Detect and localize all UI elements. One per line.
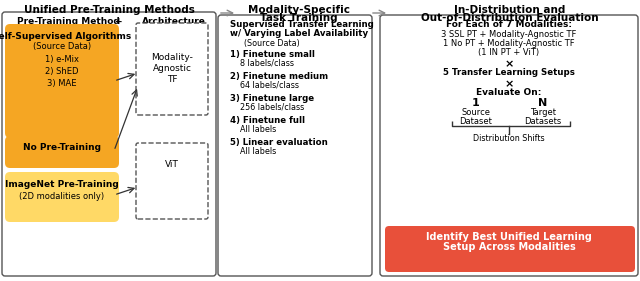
Text: 1: 1 bbox=[472, 98, 480, 108]
Text: Unified Pre-Training Methods: Unified Pre-Training Methods bbox=[24, 5, 195, 15]
Text: Architecture: Architecture bbox=[142, 17, 206, 26]
Text: ViT: ViT bbox=[165, 160, 179, 169]
Text: Distribution Shifts: Distribution Shifts bbox=[473, 134, 545, 143]
Text: 3) Finetune large: 3) Finetune large bbox=[230, 94, 314, 103]
Text: Agnostic: Agnostic bbox=[152, 64, 191, 73]
Text: +: + bbox=[115, 17, 123, 26]
FancyBboxPatch shape bbox=[5, 24, 119, 138]
Text: In-Distribution and: In-Distribution and bbox=[454, 5, 566, 15]
Text: 1 No PT + Modality-Agnostic TF: 1 No PT + Modality-Agnostic TF bbox=[443, 39, 575, 48]
Text: No Pre-Training: No Pre-Training bbox=[23, 143, 101, 152]
Text: For Each of 7 Modalities:: For Each of 7 Modalities: bbox=[446, 20, 572, 29]
Text: ImageNet Pre-Training: ImageNet Pre-Training bbox=[5, 180, 119, 189]
Text: 8 labels/class: 8 labels/class bbox=[240, 59, 294, 68]
Text: 3) MAE: 3) MAE bbox=[47, 79, 77, 88]
Text: All labels: All labels bbox=[240, 125, 276, 134]
Text: Target: Target bbox=[530, 108, 556, 117]
FancyBboxPatch shape bbox=[136, 143, 208, 219]
Text: Modality-: Modality- bbox=[151, 53, 193, 62]
Text: ×: × bbox=[504, 79, 514, 89]
Text: Modality-Specific: Modality-Specific bbox=[248, 5, 350, 15]
Text: N: N bbox=[538, 98, 548, 108]
Text: 64 labels/class: 64 labels/class bbox=[240, 81, 299, 90]
Text: Evaluate On:: Evaluate On: bbox=[476, 88, 541, 97]
FancyBboxPatch shape bbox=[380, 15, 638, 276]
Text: All labels: All labels bbox=[240, 147, 276, 156]
FancyBboxPatch shape bbox=[385, 226, 635, 272]
Text: w/ Varying Label Availability: w/ Varying Label Availability bbox=[230, 29, 368, 38]
Text: ×: × bbox=[504, 59, 514, 69]
Text: 5) Linear evaluation: 5) Linear evaluation bbox=[230, 138, 328, 147]
FancyBboxPatch shape bbox=[136, 23, 208, 115]
Text: Out-of-Distribution Evaluation: Out-of-Distribution Evaluation bbox=[421, 13, 599, 23]
Text: 256 labels/class: 256 labels/class bbox=[240, 103, 304, 112]
Text: 1) e-Mix: 1) e-Mix bbox=[45, 55, 79, 64]
Text: (Source Data): (Source Data) bbox=[33, 42, 91, 51]
Text: (1 IN PT + ViT): (1 IN PT + ViT) bbox=[479, 48, 540, 57]
FancyBboxPatch shape bbox=[5, 172, 119, 222]
Text: Dataset: Dataset bbox=[460, 117, 492, 126]
Text: (2D modalities only): (2D modalities only) bbox=[19, 192, 104, 201]
Text: 1) Finetune small: 1) Finetune small bbox=[230, 50, 315, 59]
FancyBboxPatch shape bbox=[2, 12, 216, 276]
Text: Self-Supervised Algorithms: Self-Supervised Algorithms bbox=[0, 32, 132, 41]
Text: TF: TF bbox=[167, 75, 177, 84]
Text: 2) Finetune medium: 2) Finetune medium bbox=[230, 72, 328, 81]
Text: Supervised Transfer Learning: Supervised Transfer Learning bbox=[230, 20, 374, 29]
FancyBboxPatch shape bbox=[5, 136, 119, 168]
Text: Identify Best Unified Learning: Identify Best Unified Learning bbox=[426, 232, 592, 242]
Text: Setup Across Modalities: Setup Across Modalities bbox=[443, 242, 575, 252]
Text: 3 SSL PT + Modality-Agnostic TF: 3 SSL PT + Modality-Agnostic TF bbox=[442, 30, 577, 39]
FancyBboxPatch shape bbox=[218, 15, 372, 276]
Text: (Source Data): (Source Data) bbox=[244, 39, 300, 48]
Text: Pre-Training Method: Pre-Training Method bbox=[17, 17, 120, 26]
Text: Task Training: Task Training bbox=[260, 13, 338, 23]
Text: 2) ShED: 2) ShED bbox=[45, 67, 79, 76]
Text: Datasets: Datasets bbox=[524, 117, 562, 126]
Text: 4) Finetune full: 4) Finetune full bbox=[230, 116, 305, 125]
Text: Source: Source bbox=[461, 108, 490, 117]
Text: 5 Transfer Learning Setups: 5 Transfer Learning Setups bbox=[443, 68, 575, 77]
